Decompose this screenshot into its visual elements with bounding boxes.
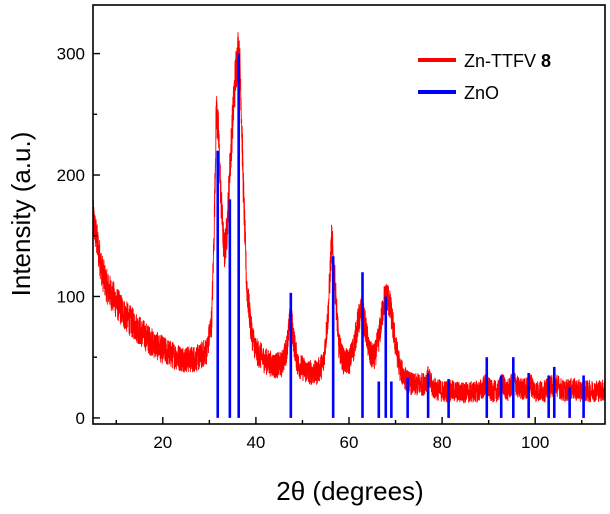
y-tick-label: 0 — [76, 409, 85, 428]
x-tick-label: 100 — [521, 433, 549, 452]
legend-label-zn-ttfv-number: 8 — [541, 51, 551, 71]
series-zn-ttfv-line — [93, 32, 605, 404]
y-axis-title: Intensity (a.u.) — [6, 132, 36, 297]
x-tick-label: 20 — [153, 433, 172, 452]
plot-area — [93, 32, 605, 418]
x-axis-title: 2θ (degrees) — [276, 476, 423, 506]
legend-label-zn-ttfv-name: Zn-TTFV — [464, 51, 536, 71]
x-tick-label: 40 — [246, 433, 265, 452]
x-tick-label: 80 — [433, 433, 452, 452]
y-tick-label: 100 — [57, 287, 85, 306]
axes: 20 40 60 80 100 0 100 200 300 — [57, 4, 606, 452]
y-tick-label: 200 — [57, 166, 85, 185]
legend: Zn-TTFV 8 ZnO — [418, 51, 551, 103]
legend-label-zn-ttfv: Zn-TTFV 8 — [464, 51, 551, 71]
y-tick-label: 300 — [57, 45, 85, 64]
x-tick-label: 60 — [340, 433, 359, 452]
legend-label-zno: ZnO — [464, 83, 499, 103]
